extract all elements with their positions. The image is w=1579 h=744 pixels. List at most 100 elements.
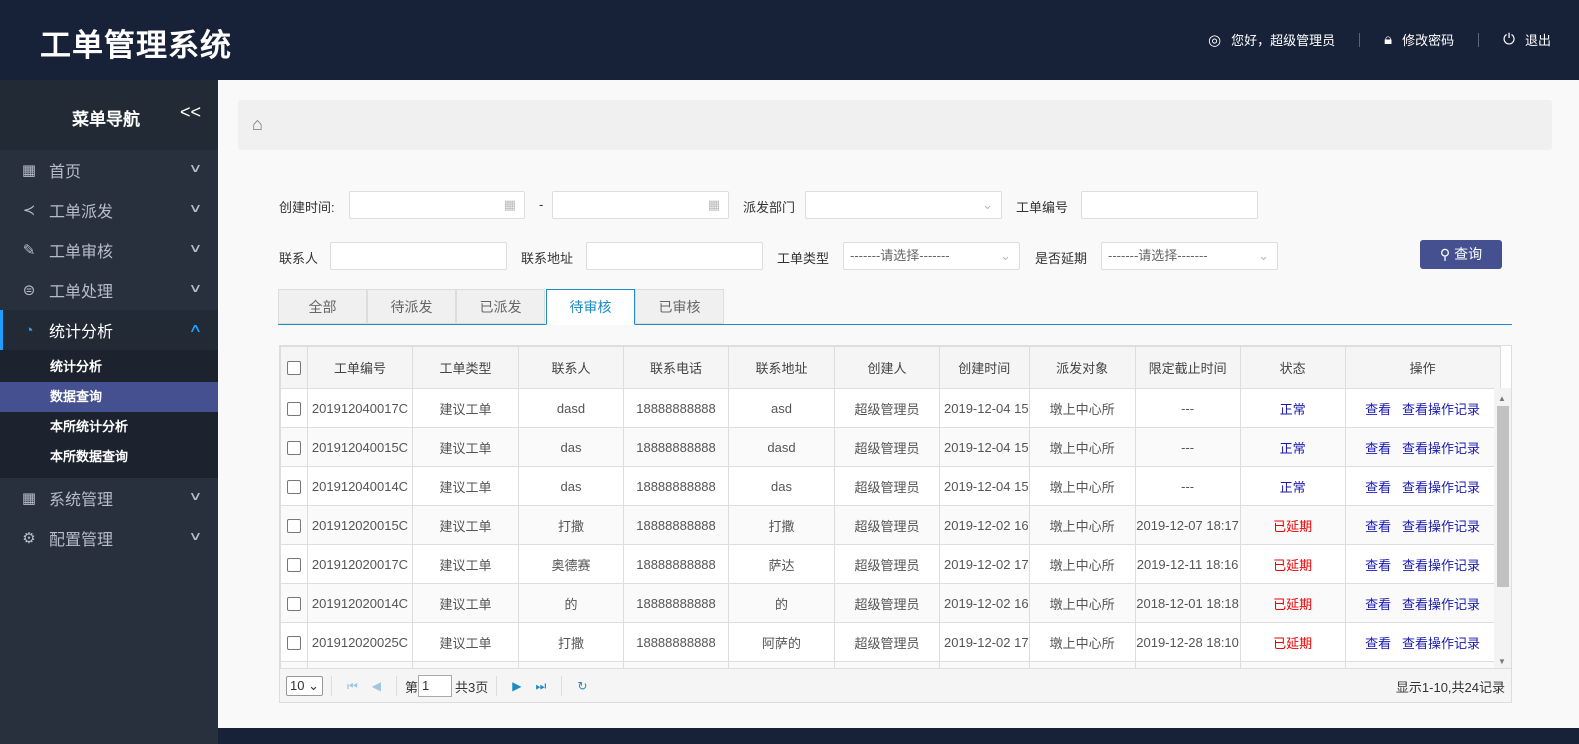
start-date-input[interactable]: ▦: [349, 191, 525, 219]
table-row: 201912020017C 建议工单 奥德赛 18888888888 萨达 超级管理员 20…: [280, 544, 1501, 584]
table-scrollbar[interactable]: ▲ ▼: [1494, 388, 1511, 668]
table-cell: 201912020025C: [307, 622, 413, 662]
column-header: 工单类型: [412, 346, 519, 389]
row-checkbox[interactable]: [280, 388, 308, 428]
view-log-link[interactable]: 查看操作记录: [1402, 440, 1481, 456]
table-cell: 201912040014C: [307, 466, 413, 506]
tab-pending-dispatch[interactable]: 待派发: [367, 289, 456, 324]
tab-reviewed[interactable]: 已审核: [635, 289, 724, 324]
view-log-link[interactable]: 查看操作记录: [1402, 596, 1481, 612]
logout-link[interactable]: 退出: [1524, 33, 1551, 48]
type-select[interactable]: -------请选择------- ⌄: [843, 242, 1020, 270]
sidebar-item-label: 工单审核: [49, 244, 114, 261]
table-row: 201912020014C 建议工单的 18888888888 的超级管理员 2019-…: [280, 583, 1501, 623]
column-header: 联系人: [518, 346, 624, 389]
submenu-data-query[interactable]: 数据查询: [0, 382, 218, 412]
sidebar-item-home[interactable]: ▦ 首页 ∨: [0, 150, 218, 190]
table-cell: 的: [728, 583, 835, 623]
column-header: 操作: [1344, 346, 1501, 389]
change-password-link[interactable]: 修改密码: [1402, 33, 1455, 48]
sidebar-item-dispatch[interactable]: ≺ 工单派发 ∨: [0, 190, 218, 230]
table-row: 201912040014C 建议工单 das 18888888888 das 超级管理员 2…: [280, 466, 1501, 506]
sidebar-item-config[interactable]: ⚙ 配置管理 ∨: [0, 518, 218, 558]
grid-icon: ▦: [21, 162, 37, 179]
view-log-link[interactable]: 查看操作记录: [1402, 635, 1481, 651]
view-link[interactable]: 查看: [1365, 635, 1392, 651]
view-link[interactable]: 查看: [1365, 401, 1392, 417]
view-log-link[interactable]: 查看操作记录: [1402, 479, 1481, 495]
column-header: 创建人: [834, 346, 940, 389]
column-header: 联系地址: [728, 346, 835, 389]
table-cell: 18888888888: [623, 388, 729, 428]
collapse-icon[interactable]: <<: [180, 102, 202, 122]
select-all-checkbox[interactable]: [280, 346, 308, 389]
view-link[interactable]: 查看: [1365, 557, 1392, 573]
row-checkbox[interactable]: [280, 544, 308, 584]
table-cell: 的: [518, 583, 624, 623]
table-row: 201912040017C 建议工单 dasd 18888888888 asd 超级管理员…: [280, 388, 1501, 428]
row-checkbox[interactable]: [280, 505, 308, 545]
tab-dispatched[interactable]: 已派发: [456, 289, 545, 324]
sidebar-item-system[interactable]: ▦ 系统管理 ∨: [0, 478, 218, 518]
sidebar: 菜单导航 << ▦ 首页 ∨ ≺ 工单派发 ∨ ✎ 工单审核 ∨ ⊜ 工单处理 ∨ ◔ 统计分析 ∧ …: [0, 80, 218, 744]
table-cell: 超级管理员: [834, 622, 940, 662]
order-no-input[interactable]: [1081, 191, 1258, 219]
contact-input[interactable]: [330, 242, 507, 270]
table-cell: 建议工单: [412, 466, 519, 506]
table-cell: 2019-12-04 15: [939, 388, 1030, 428]
next-page-icon[interactable]: ▶: [512, 679, 522, 693]
delayed-select[interactable]: -------请选择------- ⌄: [1101, 242, 1278, 270]
chevron-down-icon: ∨: [188, 281, 203, 295]
view-log-link[interactable]: 查看操作记录: [1402, 557, 1481, 573]
search-button[interactable]: ⚲ 查询: [1420, 240, 1502, 269]
status-badge: 正常: [1239, 388, 1346, 428]
pie-chart-icon: ◔: [24, 321, 34, 339]
submenu-local-statistics[interactable]: 本所统计分析: [50, 419, 129, 434]
edit-icon: ✎: [22, 242, 36, 259]
end-date-input[interactable]: ▦: [552, 191, 729, 219]
sidebar-item-review[interactable]: ✎ 工单审核 ∨: [0, 230, 218, 270]
refresh-icon[interactable]: ↻: [577, 679, 588, 693]
chevron-down-icon: ∨: [188, 241, 203, 255]
view-log-link[interactable]: 查看操作记录: [1402, 518, 1481, 534]
share-icon: ≺: [22, 202, 36, 219]
view-link[interactable]: 查看: [1365, 596, 1392, 612]
prev-page-icon[interactable]: ◀: [371, 679, 382, 693]
table-cell: 超级管理员: [834, 388, 940, 428]
tab-pending-review[interactable]: 待审核: [546, 289, 635, 325]
app-title: 工单管理系统: [40, 28, 232, 63]
column-header: 工单编号: [307, 346, 413, 389]
first-page-icon[interactable]: ⏮: [346, 678, 358, 693]
table-cell: 201912040017C: [307, 388, 413, 428]
status-badge: 已延期: [1239, 505, 1346, 545]
calendar-icon[interactable]: ▦: [503, 197, 516, 212]
orders-table: 工单编号 工单类型 联系人 联系电话 联系地址 创建人 创建时间 派发对象 限定截止时间 状态 操作…: [279, 345, 1512, 703]
row-checkbox[interactable]: [280, 622, 308, 662]
calendar-icon[interactable]: ▦: [707, 197, 720, 212]
dept-select[interactable]: ⌄: [805, 191, 1002, 219]
sidebar-item-statistics[interactable]: ◔ 统计分析 ∧: [0, 310, 218, 350]
row-checkbox[interactable]: [280, 583, 308, 623]
view-link[interactable]: 查看: [1365, 518, 1392, 534]
submenu-local-data-query[interactable]: 本所数据查询: [50, 449, 129, 464]
home-icon[interactable]: ⌂: [252, 114, 263, 134]
sidebar-item-process[interactable]: ⊜ 工单处理 ∨: [0, 270, 218, 310]
chevron-down-icon: ⌄: [1000, 248, 1011, 263]
address-input[interactable]: [586, 242, 763, 270]
chevron-down-icon: ∨: [188, 161, 203, 175]
row-checkbox[interactable]: [280, 427, 308, 467]
submenu-statistics[interactable]: 统计分析: [50, 359, 103, 374]
view-link[interactable]: 查看: [1365, 479, 1392, 495]
tab-all[interactable]: 全部: [278, 289, 367, 324]
view-log-link[interactable]: 查看操作记录: [1402, 401, 1481, 417]
main-content: ⌂ 创建时间: ▦ - ▦ 派发部门 ⌄ 工单编号 联系人 联系地址 工单类型 …: [218, 80, 1579, 728]
table-cell: 墩上中心所: [1028, 388, 1136, 428]
page-number-input[interactable]: 1: [418, 675, 453, 697]
table-cell: 201912020017C: [307, 544, 413, 584]
row-checkbox[interactable]: [280, 466, 308, 506]
view-link[interactable]: 查看: [1365, 440, 1392, 456]
chevron-down-icon: ∨: [188, 529, 203, 543]
page-size-select[interactable]: 10 ⌄: [286, 676, 323, 696]
last-page-icon[interactable]: ⏭: [535, 678, 547, 693]
table-row: 201912020025C 建议工单 打撒 18888888888 阿萨的 超级管理员 20…: [280, 622, 1501, 662]
